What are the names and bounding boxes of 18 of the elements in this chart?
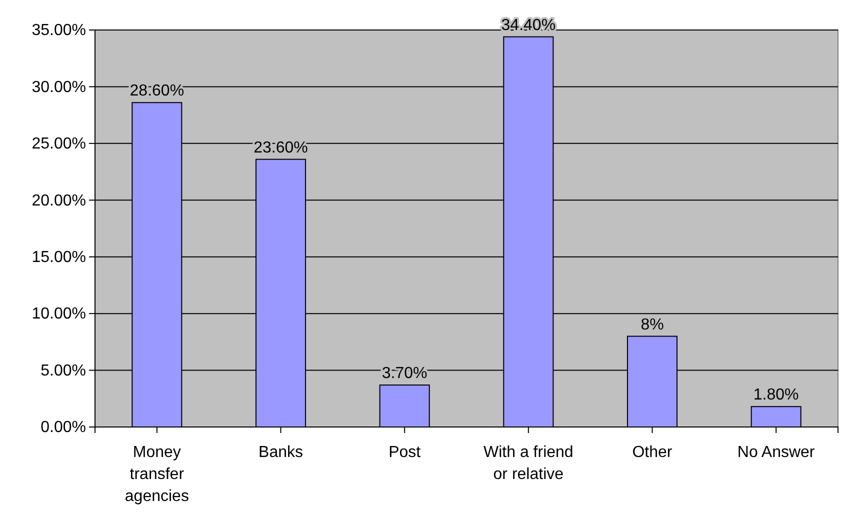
data-label: 1.80%	[753, 386, 799, 404]
x-tick-label: No Answer	[737, 444, 816, 461]
y-tick-label: 20.00%	[32, 192, 86, 210]
y-tick-label: 15.00%	[32, 248, 86, 266]
y-tick-label: 5.00%	[40, 362, 86, 380]
data-label: 23.60%	[254, 139, 308, 156]
x-tick-label: Money transfer agencies	[124, 444, 189, 505]
y-tick-label: 25.00%	[32, 136, 86, 153]
data-label: 28.60%	[130, 82, 184, 100]
y-tick-label: 35.00%	[32, 22, 86, 40]
y-tick-label: 30.00%	[32, 78, 86, 96]
x-tick-label: Other	[632, 444, 673, 461]
y-tick-label: 10.00%	[32, 306, 86, 323]
y-tick-label: 0.00%	[40, 419, 86, 436]
x-tick-label: With a friend or relative	[484, 444, 574, 483]
x-tick-label: Post	[388, 444, 422, 461]
x-tick-label: Banks	[258, 444, 303, 461]
data-label: 8%	[640, 316, 664, 334]
